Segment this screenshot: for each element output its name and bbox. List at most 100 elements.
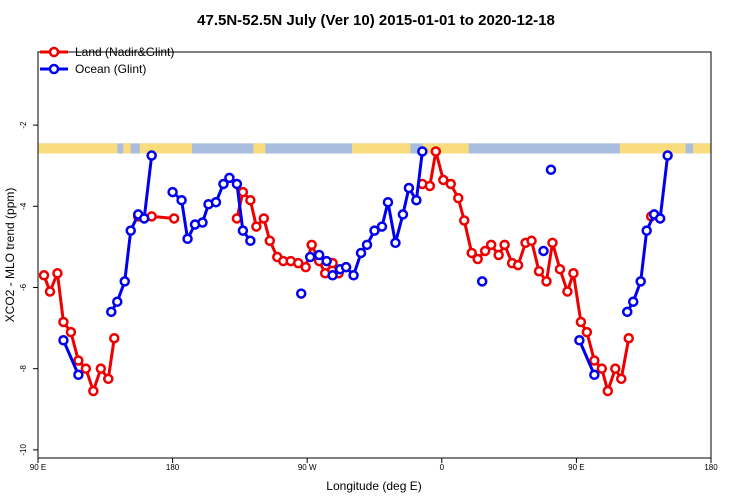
data-point	[499, 239, 510, 251]
series-layer	[38, 146, 673, 397]
data-point	[541, 276, 552, 287]
data-point	[445, 178, 457, 190]
data-point	[575, 316, 587, 328]
data-point	[112, 296, 123, 307]
data-point	[403, 182, 415, 194]
data-point	[424, 180, 436, 192]
data-point	[245, 235, 256, 247]
data-point	[224, 172, 235, 184]
data-point	[355, 247, 367, 259]
data-point	[654, 213, 666, 224]
data-point	[479, 245, 491, 257]
data-point	[237, 225, 249, 236]
y-tick-label: -10	[19, 444, 28, 456]
data-point	[327, 270, 338, 281]
x-tick-label: 90 W	[298, 463, 317, 472]
land-band	[123, 143, 131, 154]
data-point	[348, 270, 359, 281]
data-point	[453, 192, 464, 204]
data-point	[237, 186, 249, 198]
data-point	[635, 276, 646, 287]
data-point	[340, 261, 352, 273]
data-point	[485, 239, 497, 251]
x-axis-title: Longitude (deg E)	[326, 479, 421, 493]
data-point	[526, 235, 537, 247]
data-point	[533, 265, 545, 277]
series-ocean	[58, 146, 673, 381]
legend-marker-land	[48, 46, 60, 58]
series-line	[331, 151, 424, 277]
data-point	[361, 239, 373, 251]
data-point	[545, 164, 557, 175]
data-point	[138, 213, 150, 224]
data-point	[182, 233, 193, 245]
data-point	[103, 373, 114, 385]
data-point	[125, 225, 136, 236]
x-tick-label: 180	[166, 463, 180, 472]
data-point	[52, 268, 63, 279]
land-band	[352, 143, 411, 154]
data-point	[397, 209, 409, 220]
data-point	[438, 174, 449, 186]
data-point	[264, 235, 276, 247]
data-point	[106, 306, 117, 318]
data-point	[44, 286, 56, 297]
data-point	[251, 221, 262, 232]
data-point	[369, 225, 380, 236]
data-point	[547, 237, 558, 249]
x-axis: 90 E 180 90 W 0 90 E 180	[30, 458, 718, 472]
data-point	[167, 186, 178, 198]
data-point	[119, 276, 130, 287]
data-point	[376, 221, 388, 232]
legend-label-ocean: Ocean (Glint)	[75, 62, 146, 76]
data-point	[80, 363, 92, 374]
data-point	[88, 385, 99, 397]
series-line	[62, 339, 80, 376]
legend-marker-ocean	[48, 63, 60, 75]
chart-title: 47.5N-52.5N July (Ver 10) 2015-01-01 to …	[197, 12, 555, 29]
data-point	[568, 268, 579, 279]
data-point	[382, 196, 394, 208]
data-point	[538, 245, 549, 257]
data-point	[38, 270, 50, 281]
data-point	[300, 261, 311, 273]
data-point	[231, 178, 243, 190]
data-point	[168, 213, 180, 224]
data-point	[458, 215, 470, 226]
data-point	[621, 306, 633, 318]
data-point	[95, 363, 107, 374]
x-tick-label: 90 E	[568, 463, 584, 472]
data-point	[641, 225, 652, 236]
series-line	[578, 339, 596, 376]
data-point	[258, 213, 270, 224]
data-point	[589, 369, 600, 381]
land-band	[253, 143, 266, 154]
data-point	[616, 373, 627, 385]
data-point	[662, 150, 673, 161]
data-point	[245, 194, 256, 206]
x-tick-label: 90 E	[30, 463, 46, 472]
y-axis: -10 -8 -6 -4 -2	[19, 121, 38, 456]
data-point	[218, 178, 229, 190]
data-point	[292, 257, 304, 269]
data-point	[295, 288, 307, 299]
data-point	[306, 239, 317, 251]
data-point	[176, 194, 187, 206]
plot-frame	[37, 51, 712, 459]
data-point	[197, 217, 208, 228]
land-band	[139, 143, 193, 154]
data-point	[73, 369, 84, 381]
data-point	[65, 326, 77, 338]
data-point	[430, 146, 442, 157]
x-tick-label: 0	[440, 463, 445, 472]
x-tick-label: 180	[704, 463, 718, 472]
data-point	[596, 363, 608, 374]
data-point	[417, 146, 428, 157]
data-point	[73, 355, 84, 366]
y-tick-label: -8	[19, 365, 28, 373]
y-tick-label: -2	[19, 121, 28, 129]
data-point	[610, 363, 621, 374]
legend-label-land: Land (Nadir&Glint)	[75, 45, 174, 59]
data-point	[58, 316, 69, 328]
